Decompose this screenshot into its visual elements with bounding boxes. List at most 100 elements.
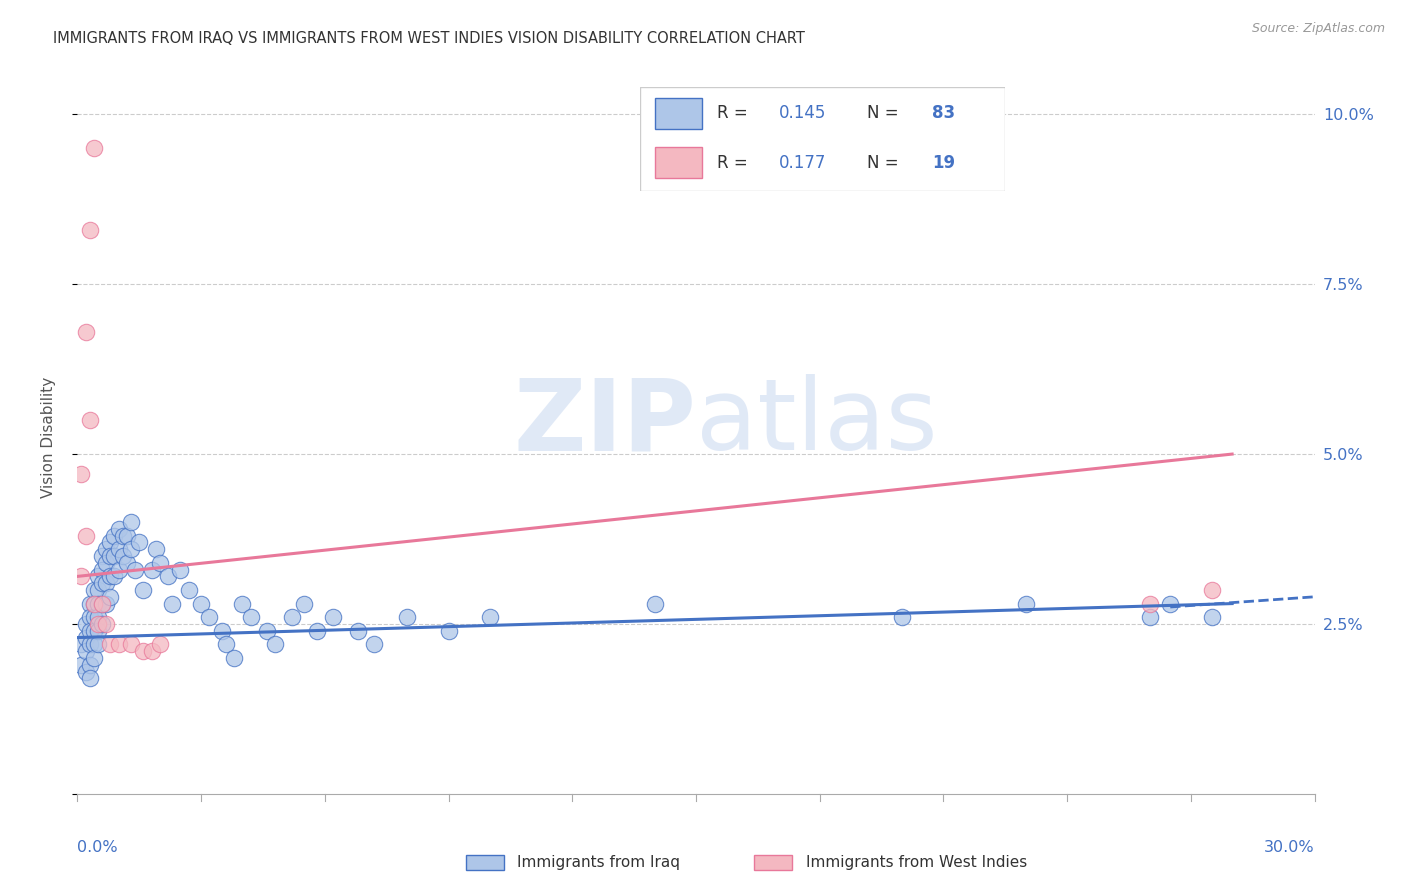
Point xyxy=(120,542,142,557)
Point xyxy=(87,617,110,632)
Text: Source: ZipAtlas.com: Source: ZipAtlas.com xyxy=(1251,22,1385,36)
Point xyxy=(120,637,142,651)
Point xyxy=(198,610,221,624)
Point xyxy=(98,590,121,604)
Point xyxy=(103,528,125,542)
Point xyxy=(83,610,105,624)
Point xyxy=(120,515,142,529)
Point xyxy=(87,624,110,638)
Point xyxy=(211,624,233,638)
Point xyxy=(79,413,101,427)
Point xyxy=(292,597,315,611)
Text: Immigrants from Iraq: Immigrants from Iraq xyxy=(517,855,681,870)
Point xyxy=(478,610,501,624)
Point xyxy=(1159,597,1181,611)
Point xyxy=(79,597,101,611)
Point xyxy=(396,610,419,624)
Text: atlas: atlas xyxy=(696,375,938,471)
FancyBboxPatch shape xyxy=(755,855,793,871)
Point xyxy=(264,637,287,651)
Point xyxy=(149,637,172,651)
Point xyxy=(222,651,245,665)
FancyBboxPatch shape xyxy=(467,855,503,871)
Point xyxy=(103,569,125,583)
Point xyxy=(87,610,110,624)
Point xyxy=(70,657,93,672)
Point xyxy=(107,522,129,536)
Point xyxy=(132,582,155,597)
Text: Immigrants from West Indies: Immigrants from West Indies xyxy=(806,855,1026,870)
Point xyxy=(83,624,105,638)
Text: IMMIGRANTS FROM IRAQ VS IMMIGRANTS FROM WEST INDIES VISION DISABILITY CORRELATIO: IMMIGRANTS FROM IRAQ VS IMMIGRANTS FROM … xyxy=(53,31,806,46)
Point xyxy=(115,556,138,570)
Point xyxy=(1015,597,1038,611)
Text: 0.0%: 0.0% xyxy=(77,840,118,855)
Point xyxy=(70,467,93,482)
Point xyxy=(96,556,118,570)
Point xyxy=(239,610,262,624)
Point xyxy=(190,597,212,611)
Point xyxy=(79,624,101,638)
Point xyxy=(75,665,97,679)
Point xyxy=(87,582,110,597)
Point xyxy=(103,549,125,563)
Point xyxy=(91,576,114,591)
Point xyxy=(1139,597,1161,611)
Point xyxy=(75,528,97,542)
Point xyxy=(107,563,129,577)
Point xyxy=(79,223,101,237)
Point xyxy=(169,563,191,577)
Point xyxy=(75,644,97,658)
Point xyxy=(83,582,105,597)
Y-axis label: Vision Disability: Vision Disability xyxy=(42,376,56,498)
Point xyxy=(256,624,278,638)
Point xyxy=(1201,610,1223,624)
Point xyxy=(1139,610,1161,624)
Point xyxy=(160,597,183,611)
Point xyxy=(437,624,460,638)
Point xyxy=(305,624,328,638)
Point xyxy=(91,549,114,563)
Text: 30.0%: 30.0% xyxy=(1264,840,1315,855)
Point xyxy=(83,651,105,665)
Point xyxy=(98,637,121,651)
Point xyxy=(107,542,129,557)
Point xyxy=(96,576,118,591)
Point xyxy=(111,549,134,563)
Point xyxy=(177,582,200,597)
Point xyxy=(70,637,93,651)
Point xyxy=(322,610,344,624)
Point xyxy=(157,569,180,583)
Point xyxy=(346,624,368,638)
Text: ZIP: ZIP xyxy=(513,375,696,471)
Point xyxy=(79,610,101,624)
Point xyxy=(98,535,121,549)
Point xyxy=(141,644,163,658)
Point xyxy=(145,542,167,557)
Point xyxy=(70,569,93,583)
Point xyxy=(87,597,110,611)
Point xyxy=(96,542,118,557)
Point xyxy=(91,597,114,611)
Point xyxy=(98,569,121,583)
Point xyxy=(91,617,114,632)
Point xyxy=(111,528,134,542)
Point xyxy=(107,637,129,651)
Point xyxy=(215,637,238,651)
Point xyxy=(75,325,97,339)
Point xyxy=(115,528,138,542)
Point xyxy=(79,657,101,672)
Point xyxy=(363,637,385,651)
Point xyxy=(96,617,118,632)
Point xyxy=(87,569,110,583)
Point xyxy=(83,637,105,651)
Point xyxy=(91,597,114,611)
Point xyxy=(891,610,914,624)
Point xyxy=(91,563,114,577)
Point xyxy=(98,549,121,563)
Point xyxy=(87,637,110,651)
Point xyxy=(281,610,304,624)
Point xyxy=(75,617,97,632)
Point xyxy=(83,141,105,155)
Point xyxy=(96,597,118,611)
